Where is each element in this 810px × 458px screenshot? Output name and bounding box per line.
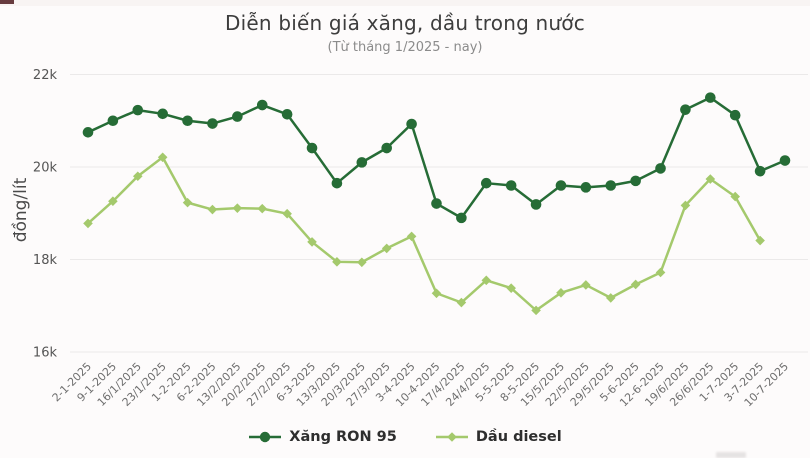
chart-subtitle: (Từ tháng 1/2025 - nay) [327,40,483,55]
svg-text:18k: 18k [33,253,58,268]
cropped-watermark-fragment [716,452,746,458]
page-top-strip [0,0,810,6]
svg-text:22k: 22k [33,68,58,83]
svg-text:16k: 16k [33,346,58,361]
diesel-line-diamond-icon [435,432,468,442]
chart-legend: Xăng RON 95 Dầu diesel [0,429,810,445]
ron95-line-circle-icon [249,431,282,443]
chart-title: Diễn biến giá xăng, dầu trong nước [225,11,585,35]
cropped-corner-fragment [0,0,14,4]
legend-label-diesel: Dầu diesel [475,429,562,445]
legend-item-ron95[interactable]: Xăng RON 95 [248,429,397,445]
svg-text:20k: 20k [33,161,58,176]
legend-item-diesel[interactable]: Dầu diesel [435,429,562,445]
legend-label-ron95: Xăng RON 95 [289,429,397,445]
